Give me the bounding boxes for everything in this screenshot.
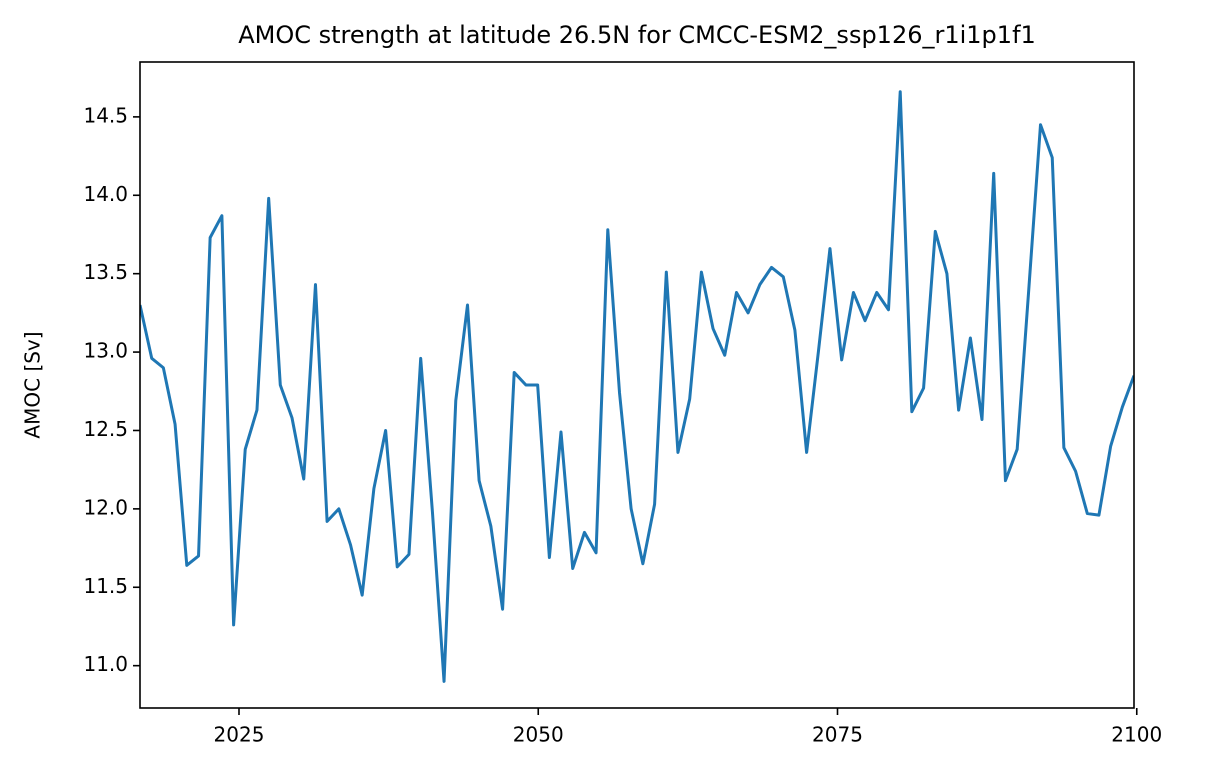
x-tick-label: 2025 xyxy=(214,723,265,747)
y-tick-label: 13.5 xyxy=(83,260,128,284)
chart-title: AMOC strength at latitude 26.5N for CMCC… xyxy=(238,21,1036,49)
x-tick-label: 2050 xyxy=(513,723,564,747)
data-line xyxy=(140,90,1134,683)
y-tick-label: 11.0 xyxy=(83,652,128,676)
y-tick-label: 12.5 xyxy=(83,417,128,441)
x-tick-label: 2100 xyxy=(1111,723,1162,747)
y-tick-label: 14.5 xyxy=(83,103,128,127)
y-tick-label: 14.0 xyxy=(83,182,128,206)
plot-frame xyxy=(139,61,1135,709)
x-tick-label: 2075 xyxy=(812,723,863,747)
y-tick-label: 11.5 xyxy=(83,574,128,598)
y-tick-label: 12.0 xyxy=(83,495,128,519)
y-tick-label: 13.0 xyxy=(83,339,128,363)
y-axis-label: AMOC [Sv] xyxy=(21,331,45,438)
